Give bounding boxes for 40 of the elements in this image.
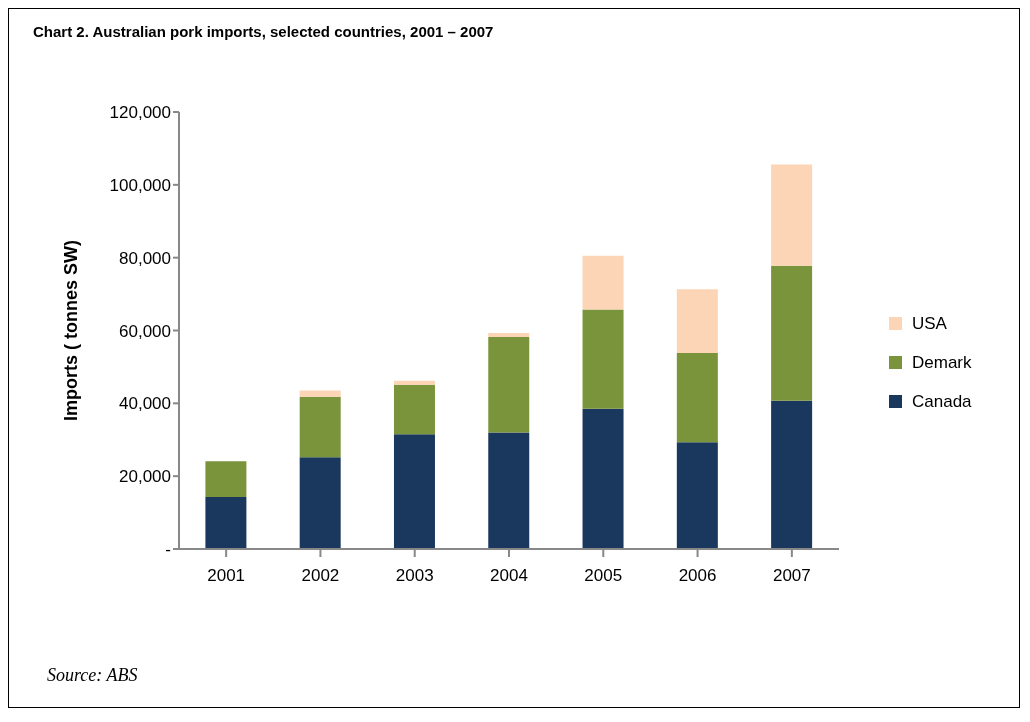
bar [393, 384, 435, 435]
bar [205, 461, 247, 497]
bar [205, 496, 247, 549]
bar [299, 396, 341, 458]
bar [488, 337, 530, 433]
bar [299, 390, 341, 397]
bar [676, 289, 718, 354]
bar [299, 457, 341, 549]
x-tick-label: 2007 [772, 566, 811, 586]
y-tick-label: 100,000 [109, 175, 171, 195]
legend-label: Canada [912, 391, 972, 412]
y-tick-label: 60,000 [119, 321, 171, 341]
bar [393, 380, 435, 385]
bar [771, 265, 813, 401]
source-note: Source: ABS [47, 665, 138, 686]
bar [771, 400, 813, 549]
legend-label: USA [912, 313, 947, 334]
bar [582, 255, 624, 310]
x-tick-label: 2003 [395, 566, 434, 586]
x-tick-label: 2002 [301, 566, 340, 586]
bar [676, 353, 718, 443]
x-tick-label: 2005 [584, 566, 623, 586]
x-tick-label: 2001 [207, 566, 246, 586]
bar [393, 434, 435, 549]
bar [771, 164, 813, 266]
bar [488, 333, 530, 338]
bar [676, 442, 718, 549]
y-tick-label: 20,000 [119, 467, 171, 487]
y-tick-label: 40,000 [119, 394, 171, 414]
y-tick-label: 80,000 [119, 248, 171, 268]
bar [582, 408, 624, 549]
y-tick-label: 120,000 [109, 103, 171, 123]
y-axis-title: Imports ( tonnes SW) [61, 240, 82, 421]
chart-title: Chart 2. Australian pork imports, selected countries, 2001 – 2007 [33, 23, 494, 40]
x-tick-label: 2006 [678, 566, 717, 586]
legend-label: Demark [912, 352, 972, 373]
y-tick-label: - [165, 540, 171, 560]
x-tick-label: 2004 [490, 566, 528, 586]
bar [488, 432, 530, 549]
bar [582, 309, 624, 409]
